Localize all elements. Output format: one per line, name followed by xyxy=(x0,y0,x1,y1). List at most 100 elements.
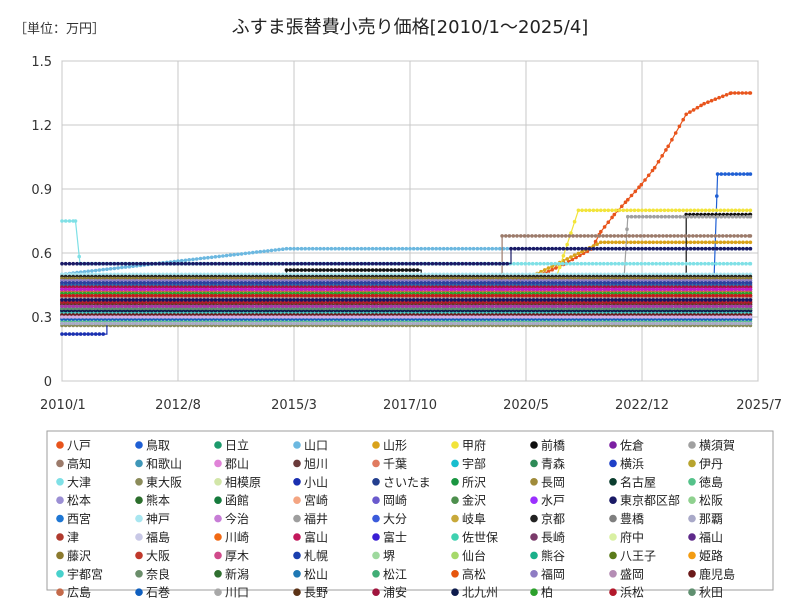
data-point xyxy=(614,240,618,245)
data-point xyxy=(86,332,90,336)
data-point xyxy=(623,200,628,204)
data-point xyxy=(500,234,504,238)
data-point xyxy=(340,268,345,272)
data-point xyxy=(471,246,476,251)
data-point xyxy=(730,214,735,219)
data-point xyxy=(486,246,491,251)
data-point xyxy=(284,268,289,272)
data-point xyxy=(266,249,270,253)
data-point xyxy=(565,242,569,247)
data-point xyxy=(613,261,617,266)
data-point xyxy=(292,268,296,272)
data-point xyxy=(741,208,745,213)
data-point xyxy=(400,268,405,272)
data-point xyxy=(743,234,748,238)
data-point xyxy=(748,234,753,238)
data-point xyxy=(684,261,688,266)
data-point xyxy=(606,208,611,213)
data-point xyxy=(572,219,577,224)
data-point xyxy=(617,261,621,266)
data-point xyxy=(288,246,293,251)
data-point xyxy=(655,214,660,219)
data-point xyxy=(314,268,319,272)
data-point xyxy=(670,214,675,219)
data-point xyxy=(545,261,550,266)
data-point xyxy=(507,234,512,238)
data-point xyxy=(490,246,495,251)
data-point xyxy=(676,234,680,238)
data-point xyxy=(632,261,636,266)
data-point xyxy=(526,234,530,238)
data-point xyxy=(665,261,670,266)
data-point xyxy=(711,208,715,213)
data-point xyxy=(90,269,94,273)
data-point xyxy=(612,212,617,217)
data-point xyxy=(546,266,551,270)
data-point xyxy=(108,267,113,271)
data-point xyxy=(202,256,206,260)
data-point xyxy=(434,246,439,251)
data-point xyxy=(685,208,689,213)
data-point xyxy=(706,261,711,266)
data-point xyxy=(542,261,546,266)
data-point xyxy=(355,268,360,272)
data-point xyxy=(318,246,323,251)
data-point xyxy=(620,261,625,266)
data-point xyxy=(593,234,598,238)
data-point xyxy=(590,261,595,266)
data-point xyxy=(571,234,575,238)
data-point xyxy=(576,251,581,256)
data-point xyxy=(713,234,718,238)
data-point xyxy=(739,234,744,238)
data-point xyxy=(654,261,658,266)
data-point xyxy=(93,268,98,273)
data-point xyxy=(299,246,304,251)
data-point xyxy=(658,240,663,245)
data-point xyxy=(736,91,741,95)
data-point xyxy=(430,246,435,251)
data-point xyxy=(707,240,712,245)
data-point xyxy=(625,227,629,231)
data-point xyxy=(393,268,397,272)
data-point xyxy=(610,208,614,213)
data-point xyxy=(700,214,705,219)
data-point xyxy=(689,214,694,219)
data-point xyxy=(637,185,641,189)
data-point xyxy=(728,234,733,238)
data-point xyxy=(82,332,87,336)
data-point xyxy=(460,246,465,251)
data-point xyxy=(310,268,315,272)
data-point xyxy=(643,240,648,245)
data-point xyxy=(677,124,682,129)
data-point xyxy=(691,108,696,112)
data-point xyxy=(626,214,630,219)
data-point xyxy=(578,234,583,238)
data-point xyxy=(668,234,673,238)
data-point xyxy=(624,261,629,266)
data-point xyxy=(692,208,697,213)
data-point xyxy=(725,261,730,266)
data-point xyxy=(112,266,117,271)
data-point xyxy=(737,208,742,213)
data-point xyxy=(78,332,83,336)
data-point xyxy=(640,240,644,245)
data-point xyxy=(674,214,679,219)
data-point xyxy=(681,117,685,122)
data-point xyxy=(608,234,613,238)
data-point xyxy=(633,214,638,219)
data-point xyxy=(71,332,75,336)
data-point xyxy=(325,268,330,272)
data-point xyxy=(734,172,739,176)
data-point xyxy=(740,261,745,266)
data-point xyxy=(243,251,248,256)
data-point xyxy=(262,249,266,254)
data-point xyxy=(550,267,554,272)
data-point xyxy=(730,240,734,245)
data-point xyxy=(673,240,678,245)
data-point xyxy=(700,240,704,245)
data-point xyxy=(639,182,644,187)
data-point xyxy=(684,112,688,117)
data-point xyxy=(699,103,703,108)
data-point xyxy=(738,172,742,176)
data-point xyxy=(329,268,334,272)
